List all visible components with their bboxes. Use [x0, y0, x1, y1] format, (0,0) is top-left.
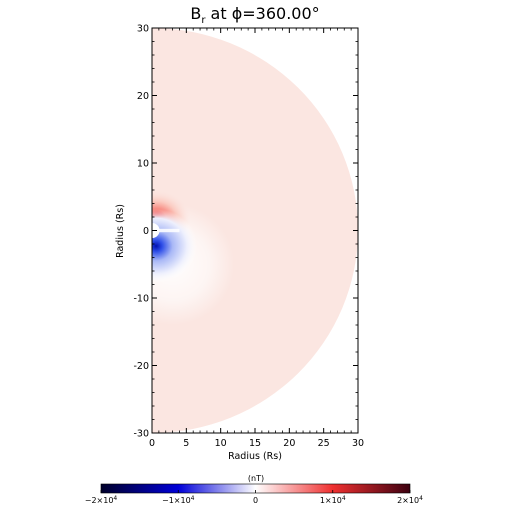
- x-tick-label: 30: [352, 438, 364, 449]
- chart-title: Br at ϕ=360.00°: [190, 4, 319, 26]
- colorbar-ticks: −2×104 −1×104 0 1×104 2×104: [85, 490, 423, 505]
- y-tick-label: -30: [133, 429, 149, 440]
- colorbar-tick-label: −1×104: [162, 495, 195, 505]
- south-pole-lobe: [152, 208, 198, 284]
- y-tick-label: 20: [137, 91, 149, 102]
- x-axis-label: Radius (Rs): [228, 451, 282, 462]
- x-tick-label: 25: [318, 438, 330, 449]
- title-main: B: [190, 4, 201, 23]
- colorbar-tick-label: 0: [253, 496, 258, 505]
- x-tick-label: 20: [283, 438, 295, 449]
- x-tick-label: 10: [215, 438, 227, 449]
- x-tick-label: 5: [183, 438, 189, 449]
- y-tick-label: 30: [137, 24, 149, 35]
- y-axis-ticks: -30 -20 -10 0 10 20 30: [133, 24, 358, 440]
- colorbar-tick-label: −2×104: [85, 495, 118, 505]
- field-heatmap: [152, 28, 358, 433]
- y-tick-label: 0: [143, 226, 149, 237]
- y-tick-label: -10: [133, 294, 149, 305]
- current-sheet: [152, 228, 180, 233]
- y-tick-label: -20: [133, 361, 149, 372]
- x-tick-label: 0: [149, 438, 155, 449]
- x-axis-ticks: 0 5 10 15 20 25 30: [149, 28, 364, 449]
- y-axis-label: Radius (Rs): [115, 204, 126, 258]
- x-tick-label: 15: [249, 438, 261, 449]
- colorbar-tick-label: 1×104: [320, 495, 346, 505]
- field-background: [152, 28, 358, 433]
- title-rest: at ϕ=360.00°: [205, 4, 319, 23]
- colorbar-tick-label: 2×104: [397, 495, 423, 505]
- colorbar-label: (nT): [248, 474, 264, 483]
- y-tick-label: 10: [137, 159, 149, 170]
- title-subscript: r: [201, 15, 206, 26]
